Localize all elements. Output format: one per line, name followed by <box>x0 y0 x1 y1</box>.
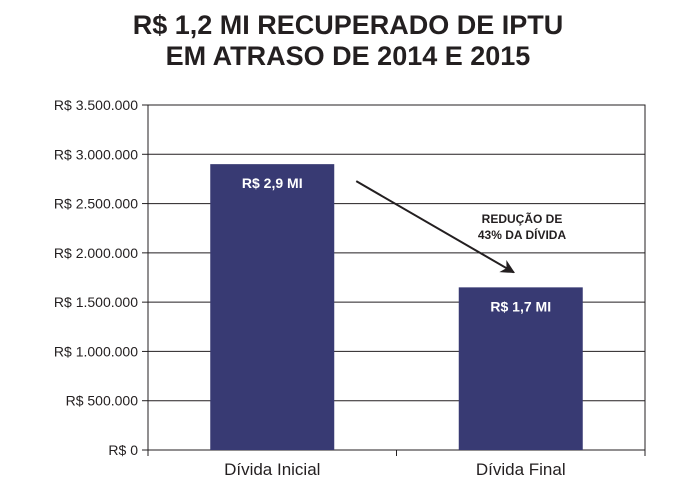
x-tick-label: Dívida Inicial <box>224 460 320 479</box>
annotation-line-2: 43% DA DÍVIDA <box>478 227 567 242</box>
reduction-arrow <box>355 180 515 274</box>
bar-1 <box>210 164 335 450</box>
y-tick-label: R$ 500.000 <box>66 393 139 409</box>
y-tick-label: R$ 1.500.000 <box>54 294 138 310</box>
chart-title-line-1: R$ 1,2 MI RECUPERADO DE IPTU <box>132 10 564 40</box>
y-tick-label: R$ 0 <box>108 442 138 458</box>
y-tick-label: R$ 1.000.000 <box>54 343 138 359</box>
y-tick-label: R$ 3.500.000 <box>54 97 138 113</box>
chart-title-line-2: EM ATRASO DE 2014 E 2015 <box>165 41 531 71</box>
bar-data-label: R$ 1,7 MI <box>490 298 551 314</box>
bar-2 <box>458 287 583 450</box>
y-tick-label: R$ 3.000.000 <box>54 146 138 162</box>
annotation-line-1: REDUÇÃO DE <box>482 211 563 226</box>
y-tick-label: R$ 2.500.000 <box>54 196 138 212</box>
bar-data-label: R$ 2,9 MI <box>242 175 303 191</box>
x-tick-label: Dívida Final <box>476 460 566 479</box>
chart-title: R$ 1,2 MI RECUPERADO DE IPTU EM ATRASO D… <box>0 10 696 72</box>
y-tick-label: R$ 2.000.000 <box>54 245 138 261</box>
